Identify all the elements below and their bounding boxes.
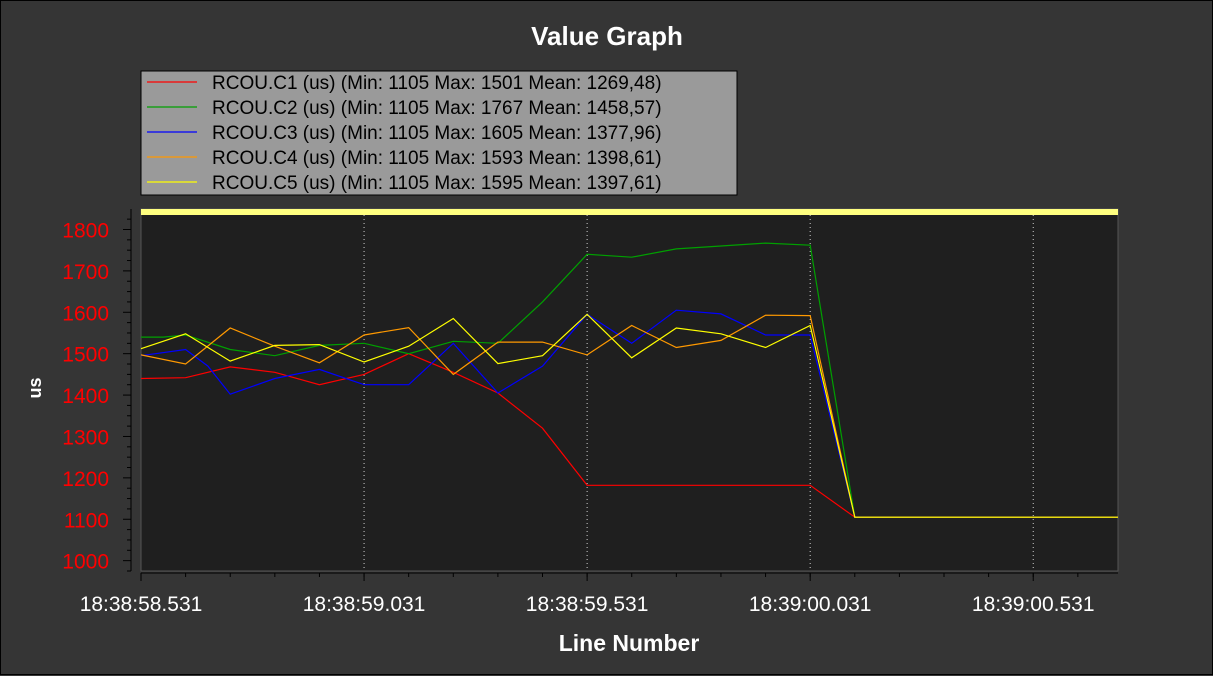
x-axis-ticks: 18:38:58.531 18:38:59.031 18:38:59.531 18:3… (80, 573, 1095, 616)
y-tick-label: 1700 (62, 261, 109, 284)
y-tick-label: 1800 (62, 219, 109, 242)
top-band (141, 209, 1118, 215)
x-tick-label: 18:39:00.531 (972, 593, 1095, 616)
y-tick-label: 1300 (62, 426, 109, 449)
y-axis-ticks: 1000 1100 1200 1300 1400 1500 1600 1700 1800 (62, 218, 131, 574)
chart-title: Value Graph (531, 21, 683, 51)
series-lines (140, 242, 1118, 518)
series-line-5 (140, 313, 1118, 518)
legend-label: RCOU.C5 (us) (Min: 1105 Max: 1595 Mean: … (212, 173, 662, 194)
x-axis-title: Line Number (559, 630, 700, 656)
y-tick-label: 1400 (62, 385, 109, 408)
y-tick-label: 1100 (64, 509, 109, 532)
y-tick-label: 1000 (62, 551, 109, 574)
grid-lines (363, 215, 1034, 571)
y-tick-label: 1200 (62, 468, 109, 491)
legend-label: RCOU.C2 (us) (Min: 1105 Max: 1767 Mean: … (212, 98, 662, 119)
legend-label: RCOU.C3 (us) (Min: 1105 Max: 1605 Mean: … (212, 123, 662, 144)
legend-box (140, 70, 738, 196)
x-tick-label: 18:38:58.531 (80, 593, 203, 616)
legend-label: RCOU.C1 (us) (Min: 1105 Max: 1501 Mean: … (212, 73, 662, 94)
y-tick-label: 1600 (62, 302, 109, 325)
y-tick-label: 1500 (62, 344, 109, 367)
x-tick-label: 18:39:00.031 (749, 593, 872, 616)
x-tick-label: 18:38:59.531 (526, 593, 649, 616)
plot-area (140, 208, 1119, 572)
y-axis-title: us (25, 377, 45, 398)
x-tick-label: 18:38:59.031 (303, 593, 426, 616)
legend-label: RCOU.C4 (us) (Min: 1105 Max: 1593 Mean: … (212, 148, 662, 169)
legend: RCOU.C1 (us) (Min: 1105 Max: 1501 Mean: … (147, 73, 662, 194)
